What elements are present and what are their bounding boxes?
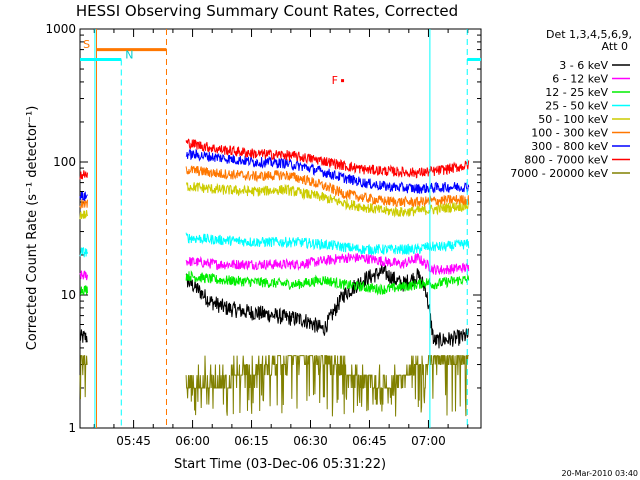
saa-marker: S — [83, 38, 90, 51]
flare-dot — [341, 79, 345, 83]
flare-marker: F — [332, 74, 338, 87]
legend-label-1: 3 - 6 keV — [559, 59, 608, 72]
legend-label-7: 300 - 800 keV — [531, 140, 608, 153]
legend-header-line-1: Det 1,3,4,5,6,9, — [546, 28, 632, 41]
legend-label-3: 12 - 25 keV — [545, 86, 608, 99]
x-tick-label: 06:30 — [293, 434, 328, 448]
series-line-6 — [79, 165, 470, 209]
x-tick-label: 06:15 — [234, 434, 269, 448]
chart-title: HESSI Observing Summary Count Rates, Cor… — [76, 2, 458, 20]
x-axis-label: Start Time (03-Dec-06 05:31:22) — [174, 457, 386, 472]
plot-frame — [79, 28, 482, 429]
series-line-2 — [79, 252, 470, 281]
series-line-8 — [79, 138, 470, 180]
legend-label-6: 100 - 300 keV — [531, 127, 608, 140]
x-tick-label: 05:45 — [116, 434, 151, 448]
series-line-1 — [79, 264, 469, 349]
y-tick-label: 1 — [68, 421, 76, 435]
legend-label-5: 50 - 100 keV — [538, 113, 608, 126]
series-line-9 — [79, 355, 469, 417]
plot-area: 1 10 100 1000 05:45 06:00 06:15 06:30 06:45 07:00… — [45, 22, 482, 448]
series-line-7 — [79, 148, 470, 201]
legend-label-8: 800 - 7000 keV — [524, 154, 608, 167]
y-axis-label: Corrected Count Rate (s⁻¹ detector⁻¹) — [25, 106, 40, 351]
legend-label-9: 7000 - 20000 keV — [510, 167, 608, 180]
timestamp: 20-Mar-2010 03:40 — [562, 469, 639, 478]
legend-label-2: 6 - 12 keV — [552, 73, 608, 86]
x-tick-label: 07:00 — [411, 434, 446, 448]
y-tick-label: 100 — [53, 155, 76, 169]
legend-label-4: 25 - 50 keV — [545, 100, 608, 113]
x-tick-label: 06:00 — [175, 434, 210, 448]
series-line-5 — [79, 181, 469, 220]
series-line-3 — [79, 270, 470, 296]
y-tick-label: 10 — [61, 288, 76, 302]
x-tick-label: 06:45 — [352, 434, 387, 448]
y-tick-label: 1000 — [45, 22, 76, 36]
night-marker: N — [125, 49, 133, 62]
series-line-4 — [79, 232, 470, 258]
legend-header-line-2: Att 0 — [602, 40, 628, 53]
